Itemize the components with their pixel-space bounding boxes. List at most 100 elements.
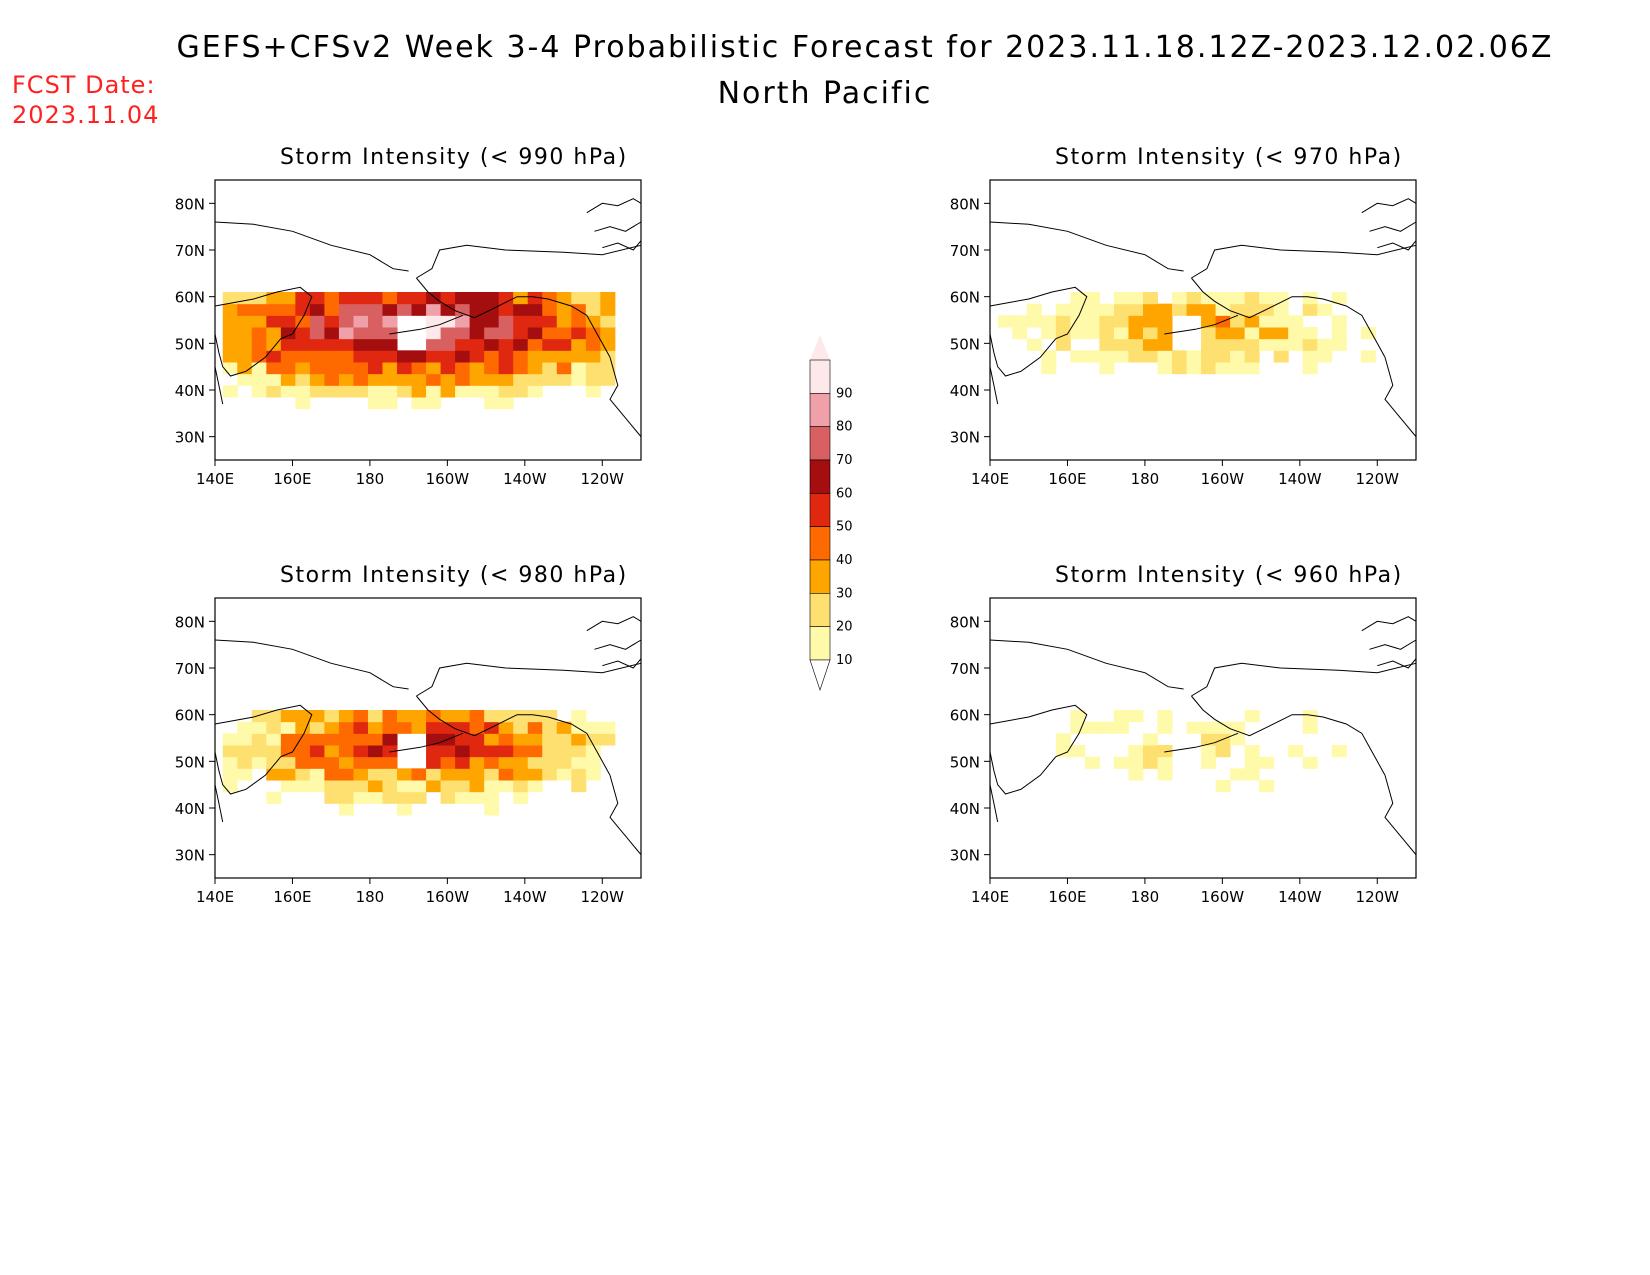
field-cell: [411, 303, 427, 316]
field-cell: [513, 791, 529, 804]
field-cell: [1084, 292, 1100, 305]
field-cell: [484, 397, 500, 410]
field-cell: [1113, 710, 1129, 723]
field-cell: [411, 780, 427, 793]
field-cell: [542, 733, 558, 746]
field-cell: [367, 362, 383, 375]
field-cell: [1273, 315, 1289, 328]
panel-970: Storm Intensity (< 970 hPa) 80N 70N 60N 50N…: [935, 145, 1495, 545]
field-cell: [1302, 756, 1318, 769]
lat-label: 60N: [950, 707, 980, 725]
field-cell: [484, 780, 500, 793]
field-cell: [556, 373, 572, 386]
field-cell: [1302, 292, 1318, 305]
field-cell: [309, 338, 325, 351]
field-cell: [585, 745, 601, 758]
field-cell: [1070, 721, 1086, 734]
field-cell: [1201, 721, 1217, 734]
field-cell: [1084, 721, 1100, 734]
field-cell: [367, 292, 383, 305]
field-cell: [556, 768, 572, 781]
field-cell: [309, 303, 325, 316]
field-cell: [1041, 350, 1057, 363]
lon-label: 160E: [1048, 888, 1086, 906]
field-cell: [1215, 303, 1231, 316]
field-cell: [1317, 303, 1333, 316]
field-cell: [1070, 315, 1086, 328]
field-cell: [1128, 292, 1144, 305]
colorbar-label: 90: [836, 386, 853, 401]
field-cell: [1244, 362, 1260, 375]
field-cell: [1288, 327, 1304, 340]
coastline-segment: [214, 221, 409, 272]
coastline-segment: [602, 240, 642, 251]
field-cell: [585, 327, 601, 340]
field-cell: [455, 327, 471, 340]
field-cell: [411, 768, 427, 781]
main-title: GEFS+CFSv2 Week 3-4 Probabilistic Foreca…: [176, 30, 1554, 65]
field-cell: [498, 292, 514, 305]
field-cell: [513, 721, 529, 734]
field-cell: [600, 303, 616, 316]
colorbar-label: 60: [836, 486, 853, 501]
colorbar-label: 40: [836, 553, 853, 568]
field-cell: [542, 373, 558, 386]
field-cell: [1259, 292, 1275, 305]
colorbar-swatch: [809, 559, 831, 594]
field-cell: [382, 745, 398, 758]
field-cell: [484, 292, 500, 305]
field-cell: [1302, 338, 1318, 351]
field-cell: [455, 733, 471, 746]
field-cell: [1331, 292, 1347, 305]
field-cell: [513, 362, 529, 375]
field-cell: [1128, 350, 1144, 363]
field-cell: [237, 292, 253, 305]
field-cell: [571, 327, 587, 340]
coastline: [214, 616, 642, 856]
field-cell: [266, 385, 282, 398]
field-cell: [498, 385, 514, 398]
field-cell: [484, 327, 500, 340]
field-cell: [411, 710, 427, 723]
field-cell: [1288, 315, 1304, 328]
colorbar-swatch: [809, 459, 831, 494]
field-cell: [295, 733, 311, 746]
field-cell: [1186, 350, 1202, 363]
field-cell: [309, 315, 325, 328]
field-cell: [266, 721, 282, 734]
field-cell: [469, 385, 485, 398]
field-cell: [498, 733, 514, 746]
coastline-segment: [1369, 639, 1417, 650]
field-cell: [324, 315, 340, 328]
field-cell: [338, 385, 354, 398]
lat-label: 40N: [175, 800, 205, 818]
field-cell: [338, 362, 354, 375]
field-cell: [571, 745, 587, 758]
coastline-segment: [416, 277, 611, 358]
field-cell: [338, 327, 354, 340]
field-cell: [237, 338, 253, 351]
field-cell: [411, 350, 427, 363]
field-cell: [455, 338, 471, 351]
field-cell: [1026, 315, 1042, 328]
field-cell: [585, 756, 601, 769]
field-cell: [440, 362, 456, 375]
lat-label: 30N: [950, 847, 980, 865]
field-cell: [513, 780, 529, 793]
field-cell: [527, 350, 543, 363]
field-cell: [1084, 756, 1100, 769]
field-cell: [222, 756, 238, 769]
field-cell: [1244, 745, 1260, 758]
field-cell: [571, 315, 587, 328]
field-cell: [1172, 292, 1188, 305]
field-cell: [571, 292, 587, 305]
field-cell: [455, 373, 471, 386]
field-cell: [440, 780, 456, 793]
field-cell: [1084, 303, 1100, 316]
field-cell: [542, 303, 558, 316]
field-cell: [295, 327, 311, 340]
field-cell: [309, 745, 325, 758]
colorbar-label: 80: [836, 420, 853, 435]
field-cell: [1128, 745, 1144, 758]
coastline-segment: [214, 366, 224, 405]
